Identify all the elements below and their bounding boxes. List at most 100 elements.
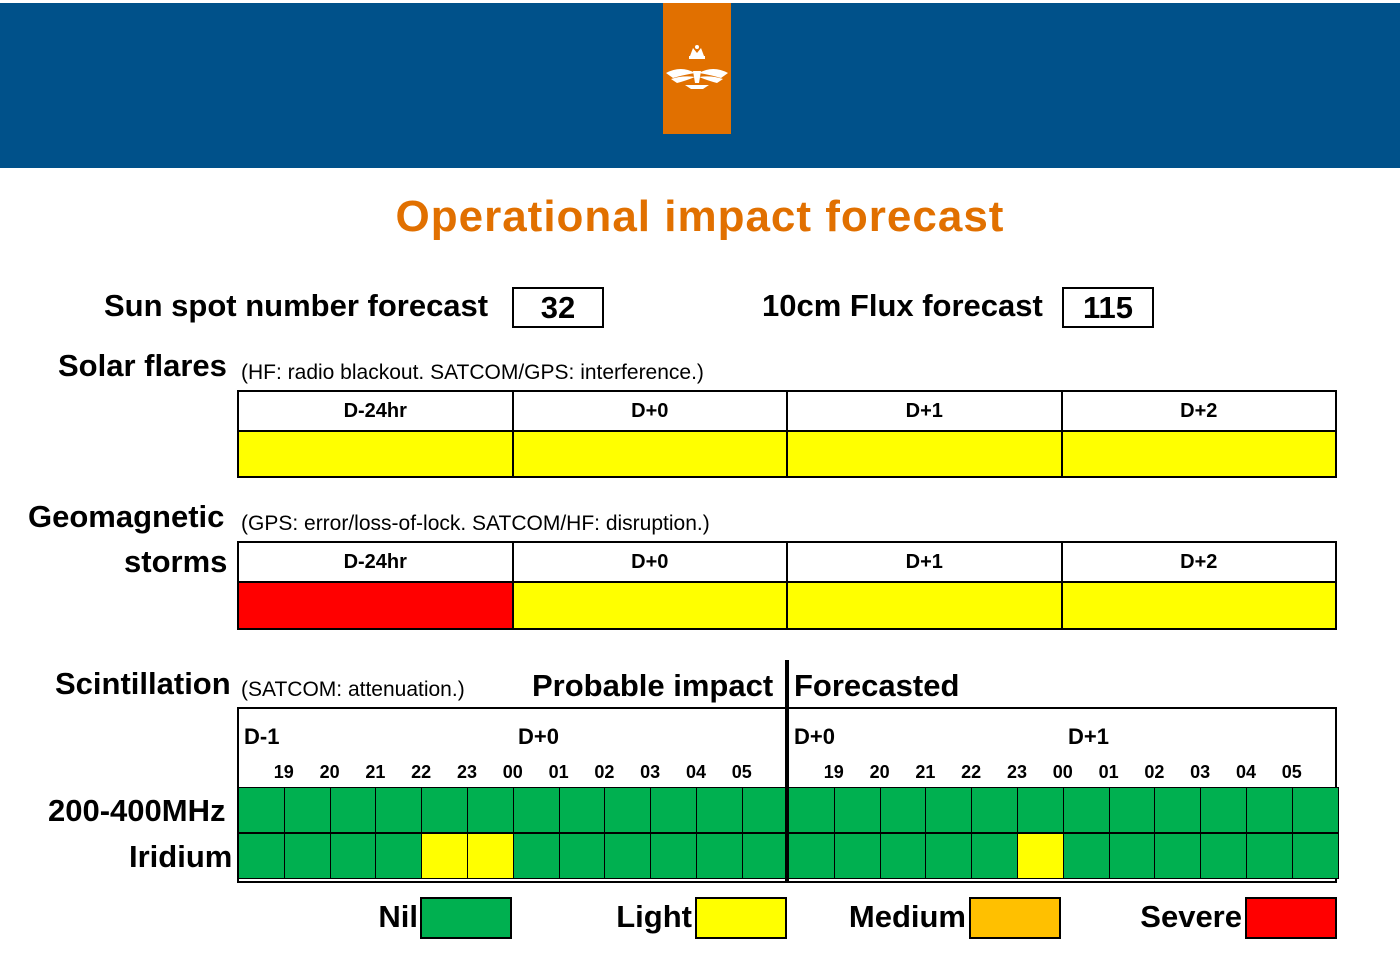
hour-label: 03 (1190, 762, 1211, 782)
solar-col-header: D-24hr (237, 390, 514, 432)
scintillation-cell (467, 787, 514, 833)
scintillation-cell (971, 833, 1018, 879)
legend-severe-label: Severe (1140, 899, 1242, 934)
legend-medium-label: Medium (848, 899, 966, 934)
scintillation-cell (1200, 833, 1247, 879)
scintillation-cell (1062, 833, 1110, 879)
crown-eagle-emblem-icon (666, 45, 728, 89)
solar-level-cell (1060, 430, 1337, 478)
geo-level-cell (511, 581, 788, 630)
hour-label: 02 (1144, 762, 1165, 782)
sunspot-value: 32 (512, 287, 604, 328)
hour-label: 04 (685, 762, 707, 782)
scintillation-cell (925, 787, 973, 833)
scintillation-cell (1154, 787, 1202, 833)
solar-col-header: D+0 (511, 390, 788, 432)
day-label: D+0 (794, 724, 835, 749)
emblem-tab (663, 3, 731, 134)
geomagnetic-label-2: storms (124, 544, 228, 579)
scintillation-cell (375, 787, 423, 833)
scintillation-cell (1246, 787, 1293, 833)
scintillation-cell (650, 833, 697, 879)
legend-medium-swatch (969, 897, 1061, 939)
scintillation-cell (329, 833, 377, 879)
legend-severe-swatch (1245, 897, 1337, 939)
legend-light-swatch (695, 897, 787, 939)
hour-label: 20 (869, 762, 890, 782)
geomagnetic-note: (GPS: error/loss-of-lock. SATCOM/HF: dis… (241, 512, 710, 535)
sunspot-label: Sun spot number forecast (104, 288, 489, 323)
flux-label: 10cm Flux forecast (762, 288, 1043, 323)
scintillation-cell (238, 787, 285, 833)
scintillation-cell (467, 833, 514, 879)
scintillation-cell (741, 833, 789, 879)
hour-label: 23 (456, 762, 478, 782)
solar-col-header: D+1 (786, 390, 1063, 432)
scintillation-cell (558, 787, 606, 833)
hour-label: 04 (1235, 762, 1257, 782)
geo-level-cell (1060, 581, 1337, 630)
scintillation-cell (604, 787, 652, 833)
solar-flares-note: (HF: radio blackout. SATCOM/GPS: interfe… (241, 361, 704, 384)
scintillation-cell (696, 787, 743, 833)
scintillation-cell (1108, 787, 1156, 833)
hour-label: 23 (1006, 762, 1028, 782)
scintillation-cell (1017, 787, 1064, 833)
solar-flares-label: Solar flares (58, 348, 227, 383)
hour-label: 21 (365, 762, 386, 782)
scintillation-cell (1154, 833, 1202, 879)
scintillation-cell (1291, 833, 1339, 879)
hour-label: 05 (1281, 762, 1302, 782)
solar-level-cell (511, 430, 788, 478)
scintillation-cell (421, 833, 468, 879)
geo-col-header: D+0 (511, 541, 788, 583)
geo-col-header: D-24hr (237, 541, 514, 583)
scintillation-cell (1017, 833, 1064, 879)
legend-nil-label: Nil (378, 899, 418, 934)
scintillation-cell (650, 787, 697, 833)
geo-col-header: D+1 (786, 541, 1063, 583)
scintillation-cell (604, 833, 652, 879)
scintillation-cell (833, 787, 881, 833)
solar-col-header: D+2 (1060, 390, 1337, 432)
solar-level-cell (786, 430, 1063, 478)
scintillation-cell (879, 833, 927, 879)
geomagnetic-table: D-24hr D+0 D+1 D+2 (237, 541, 1337, 630)
hour-label: 00 (1052, 762, 1073, 782)
probable-forecast-divider (785, 660, 789, 882)
day-label: D-1 (244, 724, 280, 749)
scintillation-cell (283, 833, 331, 879)
solar-flares-table: D-24hr D+0 D+1 D+2 (237, 390, 1337, 478)
geo-level-cell (786, 581, 1063, 630)
scintillation-cell (1108, 833, 1156, 879)
solar-level-cell (237, 430, 514, 478)
hour-label: 03 (640, 762, 661, 782)
scintillation-cell (741, 787, 789, 833)
scintillation-cell (788, 833, 835, 879)
scintillation-cell (558, 833, 606, 879)
probable-impact-label: Probable impact (532, 668, 774, 703)
scintillation-label: Scintillation (55, 666, 231, 701)
scintillation-note: (SATCOM: attenuation.) (241, 678, 465, 701)
scintillation-cell (696, 833, 743, 879)
scintillation-cell (421, 787, 468, 833)
scintillation-cell (1246, 833, 1293, 879)
hour-label: 05 (731, 762, 752, 782)
flux-value: 115 (1062, 287, 1154, 328)
day-label: D+1 (1068, 724, 1109, 749)
scintillation-cell (283, 787, 331, 833)
scintillation-cell (512, 833, 560, 879)
scintillation-cell (879, 787, 927, 833)
hour-label: 19 (273, 762, 294, 782)
hour-label: 01 (1098, 762, 1119, 782)
geomagnetic-label-1: Geomagnetic (28, 499, 225, 534)
scintillation-cell (329, 787, 377, 833)
hour-label: 21 (915, 762, 936, 782)
hour-label: 00 (502, 762, 523, 782)
page-title: Operational impact forecast (395, 192, 1005, 241)
hour-label: 22 (411, 762, 432, 782)
row-label-iridium: Iridium (129, 839, 233, 874)
legend-nil-swatch (420, 897, 512, 939)
hour-label: 01 (548, 762, 569, 782)
forecasted-label: Forecasted (794, 668, 960, 703)
